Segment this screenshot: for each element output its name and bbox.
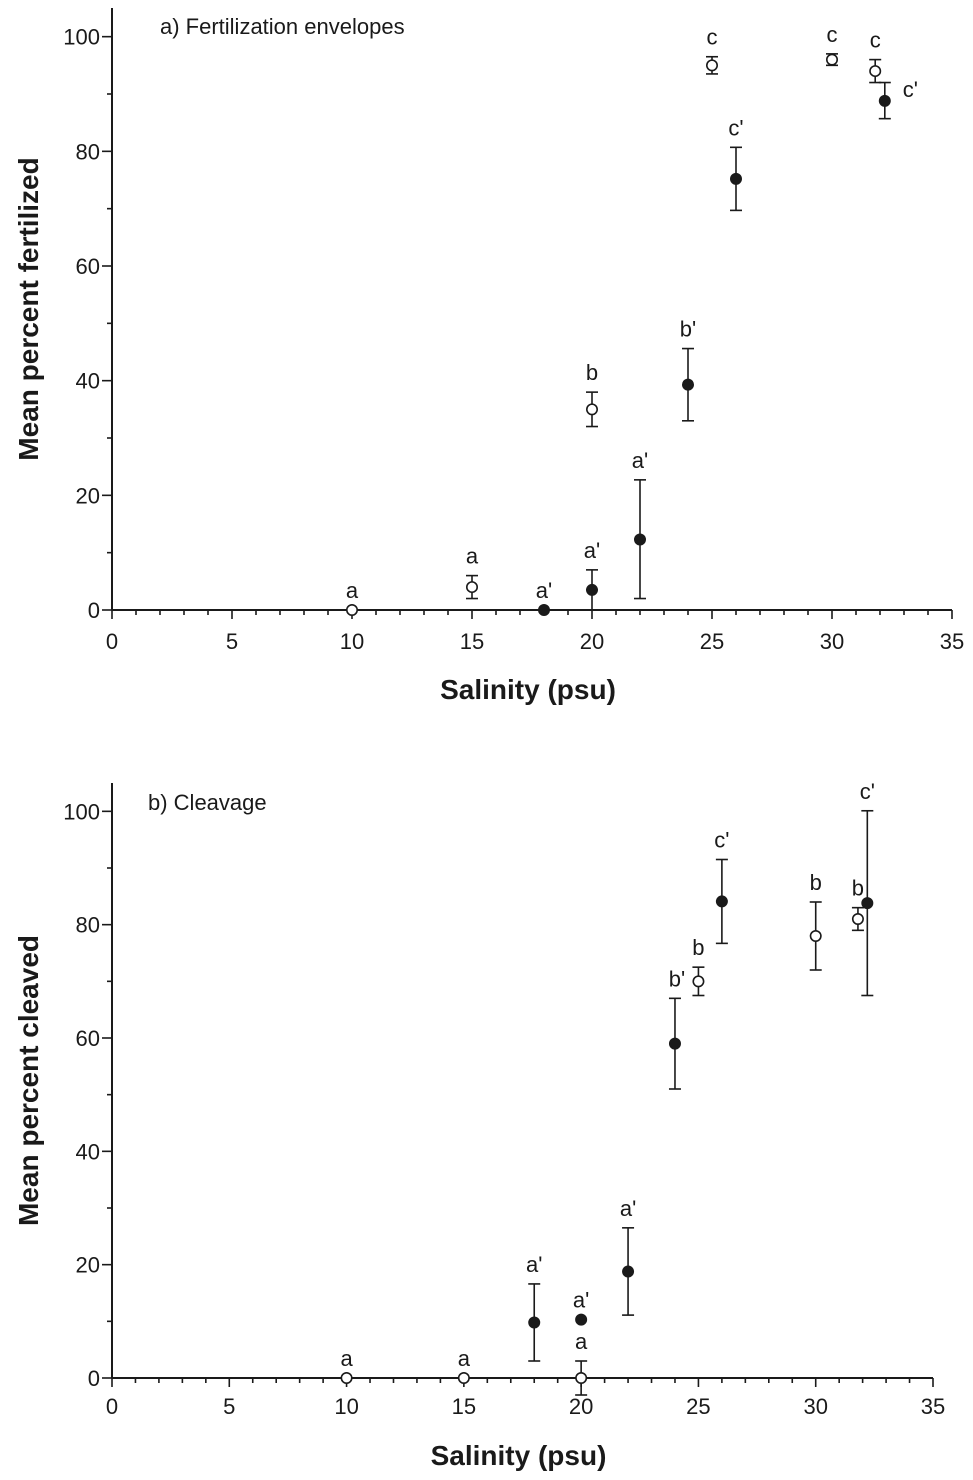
open-data-point (340, 1372, 353, 1385)
significance-label: a' (536, 578, 552, 603)
x-tick-label: 5 (226, 629, 238, 654)
open-data-point (575, 1372, 588, 1385)
significance-label: a (466, 544, 479, 569)
y-tick-label: 80 (76, 139, 100, 164)
open-data-point (345, 603, 358, 616)
open-data-point (692, 975, 705, 988)
significance-label: a (340, 1346, 353, 1371)
significance-label: c (827, 22, 838, 47)
panel-b: 0 20 40 60 80 100 0 5 10 15 20 25 30 35 b) Cleavage Sal… (13, 779, 945, 1471)
open-data-point (809, 929, 822, 942)
x-tick-label: 5 (223, 1394, 235, 1419)
y-tick-label: 60 (76, 254, 100, 279)
significance-label: c' (728, 115, 743, 140)
y-tick-label: 0 (88, 598, 100, 623)
significance-label: a (575, 1329, 588, 1354)
x-tick-label: 10 (334, 1394, 358, 1419)
x-tick-label: 35 (921, 1394, 945, 1419)
x-tick-label: 0 (106, 1394, 118, 1419)
significance-label: c (870, 28, 881, 53)
open-data-point (869, 65, 882, 78)
significance-label: a' (632, 448, 648, 473)
x-tick-label: 15 (460, 629, 484, 654)
x-axis-label: Salinity (psu) (440, 674, 616, 705)
x-tick-label: 20 (580, 629, 604, 654)
significance-label: a (458, 1346, 471, 1371)
significance-label: a (346, 578, 359, 603)
x-axis-label: Salinity (psu) (431, 1440, 607, 1471)
x-tick-label: 20 (569, 1394, 593, 1419)
significance-label: a' (526, 1252, 542, 1277)
x-tick-label: 30 (820, 629, 844, 654)
x-tick-label: 0 (106, 629, 118, 654)
y-axis-label: Mean percent cleaved (13, 935, 44, 1226)
filled-data-point (729, 172, 742, 185)
filled-data-point (668, 1037, 681, 1050)
significance-label: b' (680, 317, 696, 342)
significance-label: b (810, 870, 822, 895)
significance-label: b (586, 360, 598, 385)
panel-a: 0 20 40 60 80 100 0 5 10 15 20 25 30 35 a) Fertilizati… (13, 8, 964, 705)
y-tick-label: 20 (76, 1253, 100, 1278)
y-tick-label: 40 (76, 369, 100, 394)
open-data-point (851, 912, 864, 925)
y-axis-label: Mean percent fertilized (13, 157, 44, 460)
significance-label: a' (573, 1288, 589, 1313)
y-tick-label: 40 (76, 1139, 100, 1164)
open-data-point (585, 403, 598, 416)
significance-label: c (707, 25, 718, 50)
y-tick-label: 80 (76, 913, 100, 938)
significance-label: c' (903, 77, 918, 102)
filled-data-point (537, 603, 550, 616)
filled-data-point (633, 533, 646, 546)
significance-label: a' (620, 1196, 636, 1221)
x-tick-label: 25 (686, 1394, 710, 1419)
y-tick-label: 60 (76, 1026, 100, 1051)
filled-data-point (878, 94, 891, 107)
x-tick-label: 10 (340, 629, 364, 654)
significance-label: b (852, 876, 864, 901)
filled-data-point (585, 583, 598, 596)
significance-label: b (692, 935, 704, 960)
significance-label: c' (860, 779, 875, 804)
panel-title: a) Fertilization envelopes (160, 14, 405, 39)
open-data-point (705, 59, 718, 72)
x-tick-label: 30 (803, 1394, 827, 1419)
filled-data-point (575, 1313, 588, 1326)
significance-label: a' (584, 538, 600, 563)
filled-data-point (715, 895, 728, 908)
y-tick-label: 0 (88, 1366, 100, 1391)
panel-title: b) Cleavage (148, 790, 267, 815)
open-data-point (825, 53, 838, 66)
y-tick-label: 20 (76, 483, 100, 508)
filled-data-point (622, 1265, 635, 1278)
significance-label: c' (714, 828, 729, 853)
y-tick-label: 100 (63, 799, 100, 824)
significance-label: b' (669, 966, 685, 991)
x-tick-label: 35 (940, 629, 964, 654)
y-tick-label: 100 (63, 25, 100, 50)
open-data-point (465, 581, 478, 594)
open-data-point (457, 1372, 470, 1385)
x-tick-label: 15 (452, 1394, 476, 1419)
filled-data-point (861, 897, 874, 910)
filled-data-point (528, 1316, 541, 1329)
filled-data-point (681, 378, 694, 391)
x-tick-label: 25 (700, 629, 724, 654)
